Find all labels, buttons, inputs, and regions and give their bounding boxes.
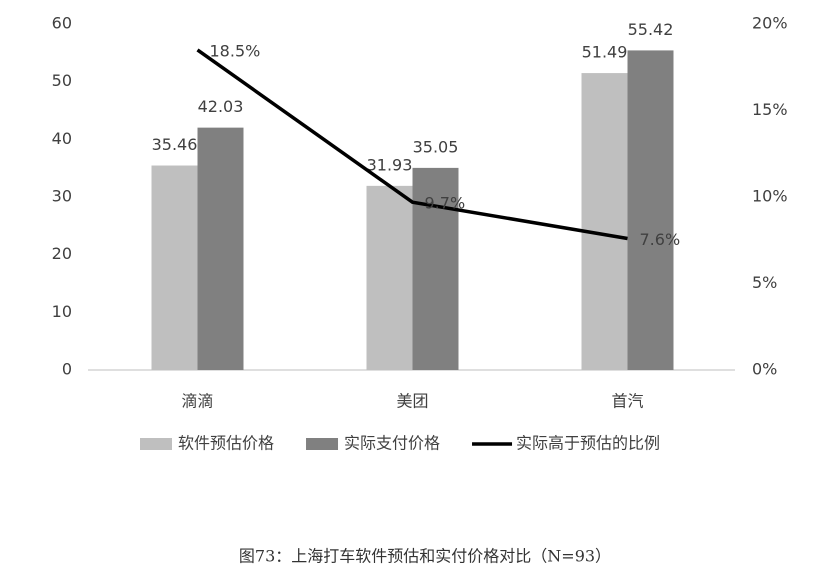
bar-value-label: 42.03: [198, 97, 244, 116]
chart-caption: 图73：上海打车软件预估和实付价格对比（N=93）: [239, 547, 611, 566]
bar: [151, 165, 198, 370]
bar-value-label: 55.42: [628, 20, 674, 39]
y-tick-label: 20: [52, 244, 72, 263]
y-tick-label: 30: [52, 187, 72, 206]
x-tick-label: 首汽: [611, 392, 643, 411]
legend-swatch: [306, 438, 339, 450]
legend-swatch: [140, 438, 172, 450]
y-tick-label: 50: [52, 71, 72, 90]
bar: [412, 167, 459, 370]
x-tick-label: 美团: [396, 392, 428, 411]
y-tick-label: 40: [52, 129, 72, 148]
bar-value-label: 35.05: [413, 137, 459, 156]
y2-tick-label: 0%: [752, 360, 777, 379]
bar: [581, 73, 628, 370]
legend-label: 实际支付价格: [344, 434, 440, 453]
line-value-label: 7.6%: [640, 230, 681, 249]
y-tick-label: 0: [62, 360, 72, 379]
bar-value-label: 51.49: [582, 43, 628, 62]
y2-tick-label: 5%: [752, 273, 777, 292]
y2-tick-label: 10%: [752, 187, 788, 206]
line-value-label: 9.7%: [425, 194, 466, 213]
y2-tick-label: 15%: [752, 100, 788, 119]
bar: [197, 127, 244, 370]
bar: [366, 185, 413, 370]
legend-label: 软件预估价格: [178, 434, 274, 453]
line-value-label: 18.5%: [210, 41, 261, 60]
line: [196, 48, 628, 241]
y-tick-label: 60: [52, 14, 72, 33]
legend-label: 实际高于预估的比例: [516, 434, 660, 453]
bar-value-label: 31.93: [367, 155, 413, 174]
y2-tick-label: 20%: [752, 14, 788, 33]
x-tick-label: 滴滴: [181, 392, 213, 411]
bar: [627, 50, 674, 370]
y-tick-label: 10: [52, 302, 72, 321]
bar-value-label: 35.46: [152, 135, 198, 154]
